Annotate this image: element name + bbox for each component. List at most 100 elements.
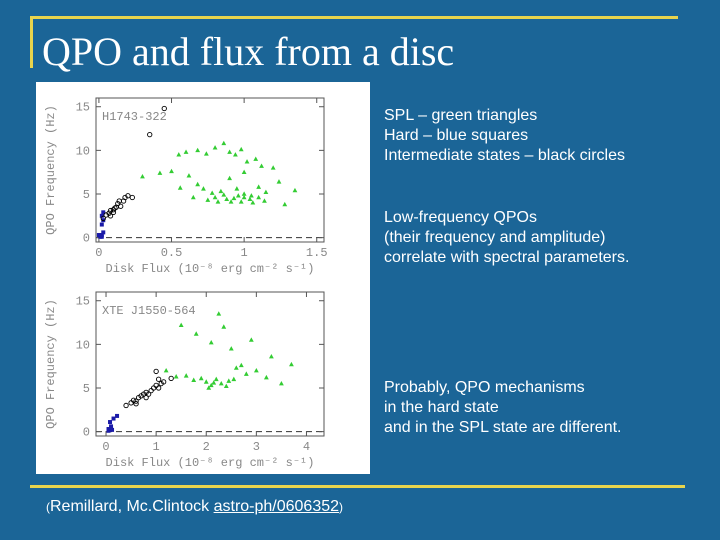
spl-point — [248, 337, 254, 342]
spl-point — [250, 200, 256, 205]
intermediate-point — [150, 385, 157, 391]
spl-point — [268, 353, 274, 359]
hard-point — [108, 420, 113, 425]
hard-point — [99, 213, 104, 218]
intermediate-point — [118, 203, 124, 209]
intermediate-point — [133, 398, 139, 404]
y-tick-label: 15 — [76, 295, 90, 309]
frame-left-line — [30, 18, 33, 68]
intermediate-point — [112, 205, 118, 211]
citation-text: Remillard, Mc.Clintock — [50, 498, 214, 515]
spl-point — [193, 331, 199, 336]
spl-point — [234, 186, 240, 191]
spl-point — [221, 140, 227, 146]
spl-point — [263, 374, 269, 380]
spl-point — [241, 191, 247, 196]
intermediate-point — [155, 376, 162, 382]
spl-point — [282, 201, 288, 207]
y-tick-label: 10 — [76, 144, 90, 158]
hard-point — [99, 234, 104, 239]
x-tick-label: 3 — [253, 440, 260, 454]
frame-top-line — [30, 16, 678, 19]
spl-point — [212, 194, 218, 200]
spl-point — [231, 195, 237, 201]
series-intermediate — [100, 105, 167, 222]
spl-point — [216, 311, 222, 316]
hard-point — [96, 233, 101, 238]
hard-point — [110, 427, 115, 432]
spl-point — [233, 365, 239, 370]
spl-point — [195, 181, 201, 187]
x-tick-label: 0 — [95, 246, 102, 260]
legend-line-spl: SPL – green triangles — [384, 107, 538, 124]
spl-point — [206, 385, 212, 390]
spl-point — [241, 169, 247, 174]
lowfreq-line-3: correlate with spectral parameters. — [384, 249, 630, 266]
intermediate-point — [123, 402, 129, 409]
spl-point — [183, 373, 189, 378]
x-tick-label: 2 — [203, 440, 210, 454]
plot-frame — [95, 97, 325, 243]
intermediate-point — [148, 387, 154, 394]
intermediate-point — [129, 194, 135, 201]
hard-point — [109, 424, 114, 429]
spl-point — [235, 193, 241, 198]
hard-point — [106, 428, 111, 433]
hard-point — [101, 230, 106, 235]
spl-point — [208, 340, 214, 345]
spl-point — [226, 378, 232, 383]
source-annotation: XTE J1550-564 — [102, 304, 196, 318]
spl-point — [228, 199, 234, 204]
probably-line-1: Probably, QPO mechanisms — [384, 379, 585, 396]
spl-point — [169, 168, 174, 174]
spl-point — [238, 146, 244, 152]
intermediate-point — [133, 401, 139, 407]
source-annotation: H1743-322 — [102, 110, 167, 124]
spl-point — [157, 170, 163, 175]
hard-point — [111, 416, 116, 421]
probably-line-3: and in the SPL state are different. — [384, 419, 622, 436]
hard-point — [101, 210, 106, 215]
plot-frame — [95, 291, 325, 437]
spl-point — [173, 374, 179, 379]
series-spl — [140, 140, 298, 207]
citation-link[interactable]: astro-ph/0606352 — [213, 498, 340, 515]
x-axis-label: Disk Flux (10⁻⁸ erg cm⁻² s⁻¹) — [106, 262, 315, 276]
spl-point — [209, 190, 215, 195]
intermediate-point — [168, 375, 174, 382]
lowfreq-line-2: (their frequency and amplitude) — [384, 229, 606, 246]
x-axis-label: Disk Flux (10⁻⁸ erg cm⁻² s⁻¹) — [106, 456, 315, 470]
spl-point — [190, 194, 196, 200]
x-tick-label: 1.5 — [306, 246, 328, 260]
lowfreq-text: Low-frequency QPOs (their frequency and … — [384, 208, 629, 268]
spl-point — [215, 199, 221, 204]
spl-point — [243, 371, 249, 376]
spl-point — [241, 194, 247, 200]
legend-line-hard: Hard – blue squares — [384, 127, 529, 144]
chart-panel-1: 0 0.5 1 1.5 0 5 10 15 Disk Flux (10⁻⁸ erg cm⁻² s… — [44, 97, 328, 276]
intermediate-point — [153, 382, 159, 389]
intermediate-point — [115, 200, 121, 207]
intermediate-point — [155, 385, 162, 391]
intermediate-point — [125, 193, 131, 199]
spl-point — [201, 186, 206, 191]
spl-point — [163, 367, 169, 373]
spl-point — [221, 324, 227, 329]
y-axis-label: QPO Frequency (Hz) — [44, 299, 58, 429]
slide-title: QPO and flux from a disc — [42, 29, 455, 74]
spl-point — [253, 367, 259, 373]
series-hard — [106, 413, 120, 433]
spl-point — [140, 173, 145, 179]
spl-point — [224, 196, 230, 202]
citation-close: ) — [339, 500, 344, 514]
x-tick-label: 1 — [153, 440, 160, 454]
chart-panel-2: 0 1 2 3 4 0 5 10 15 Disk Flux (10⁻⁸ erg cm⁻² s⁻¹)… — [44, 291, 325, 470]
spl-point — [198, 375, 204, 381]
spl-point — [223, 383, 229, 389]
y-tick-label: 10 — [76, 338, 90, 352]
spl-point — [238, 362, 244, 368]
intermediate-point — [160, 379, 167, 385]
spl-point — [292, 187, 298, 193]
series-hard — [96, 210, 106, 239]
